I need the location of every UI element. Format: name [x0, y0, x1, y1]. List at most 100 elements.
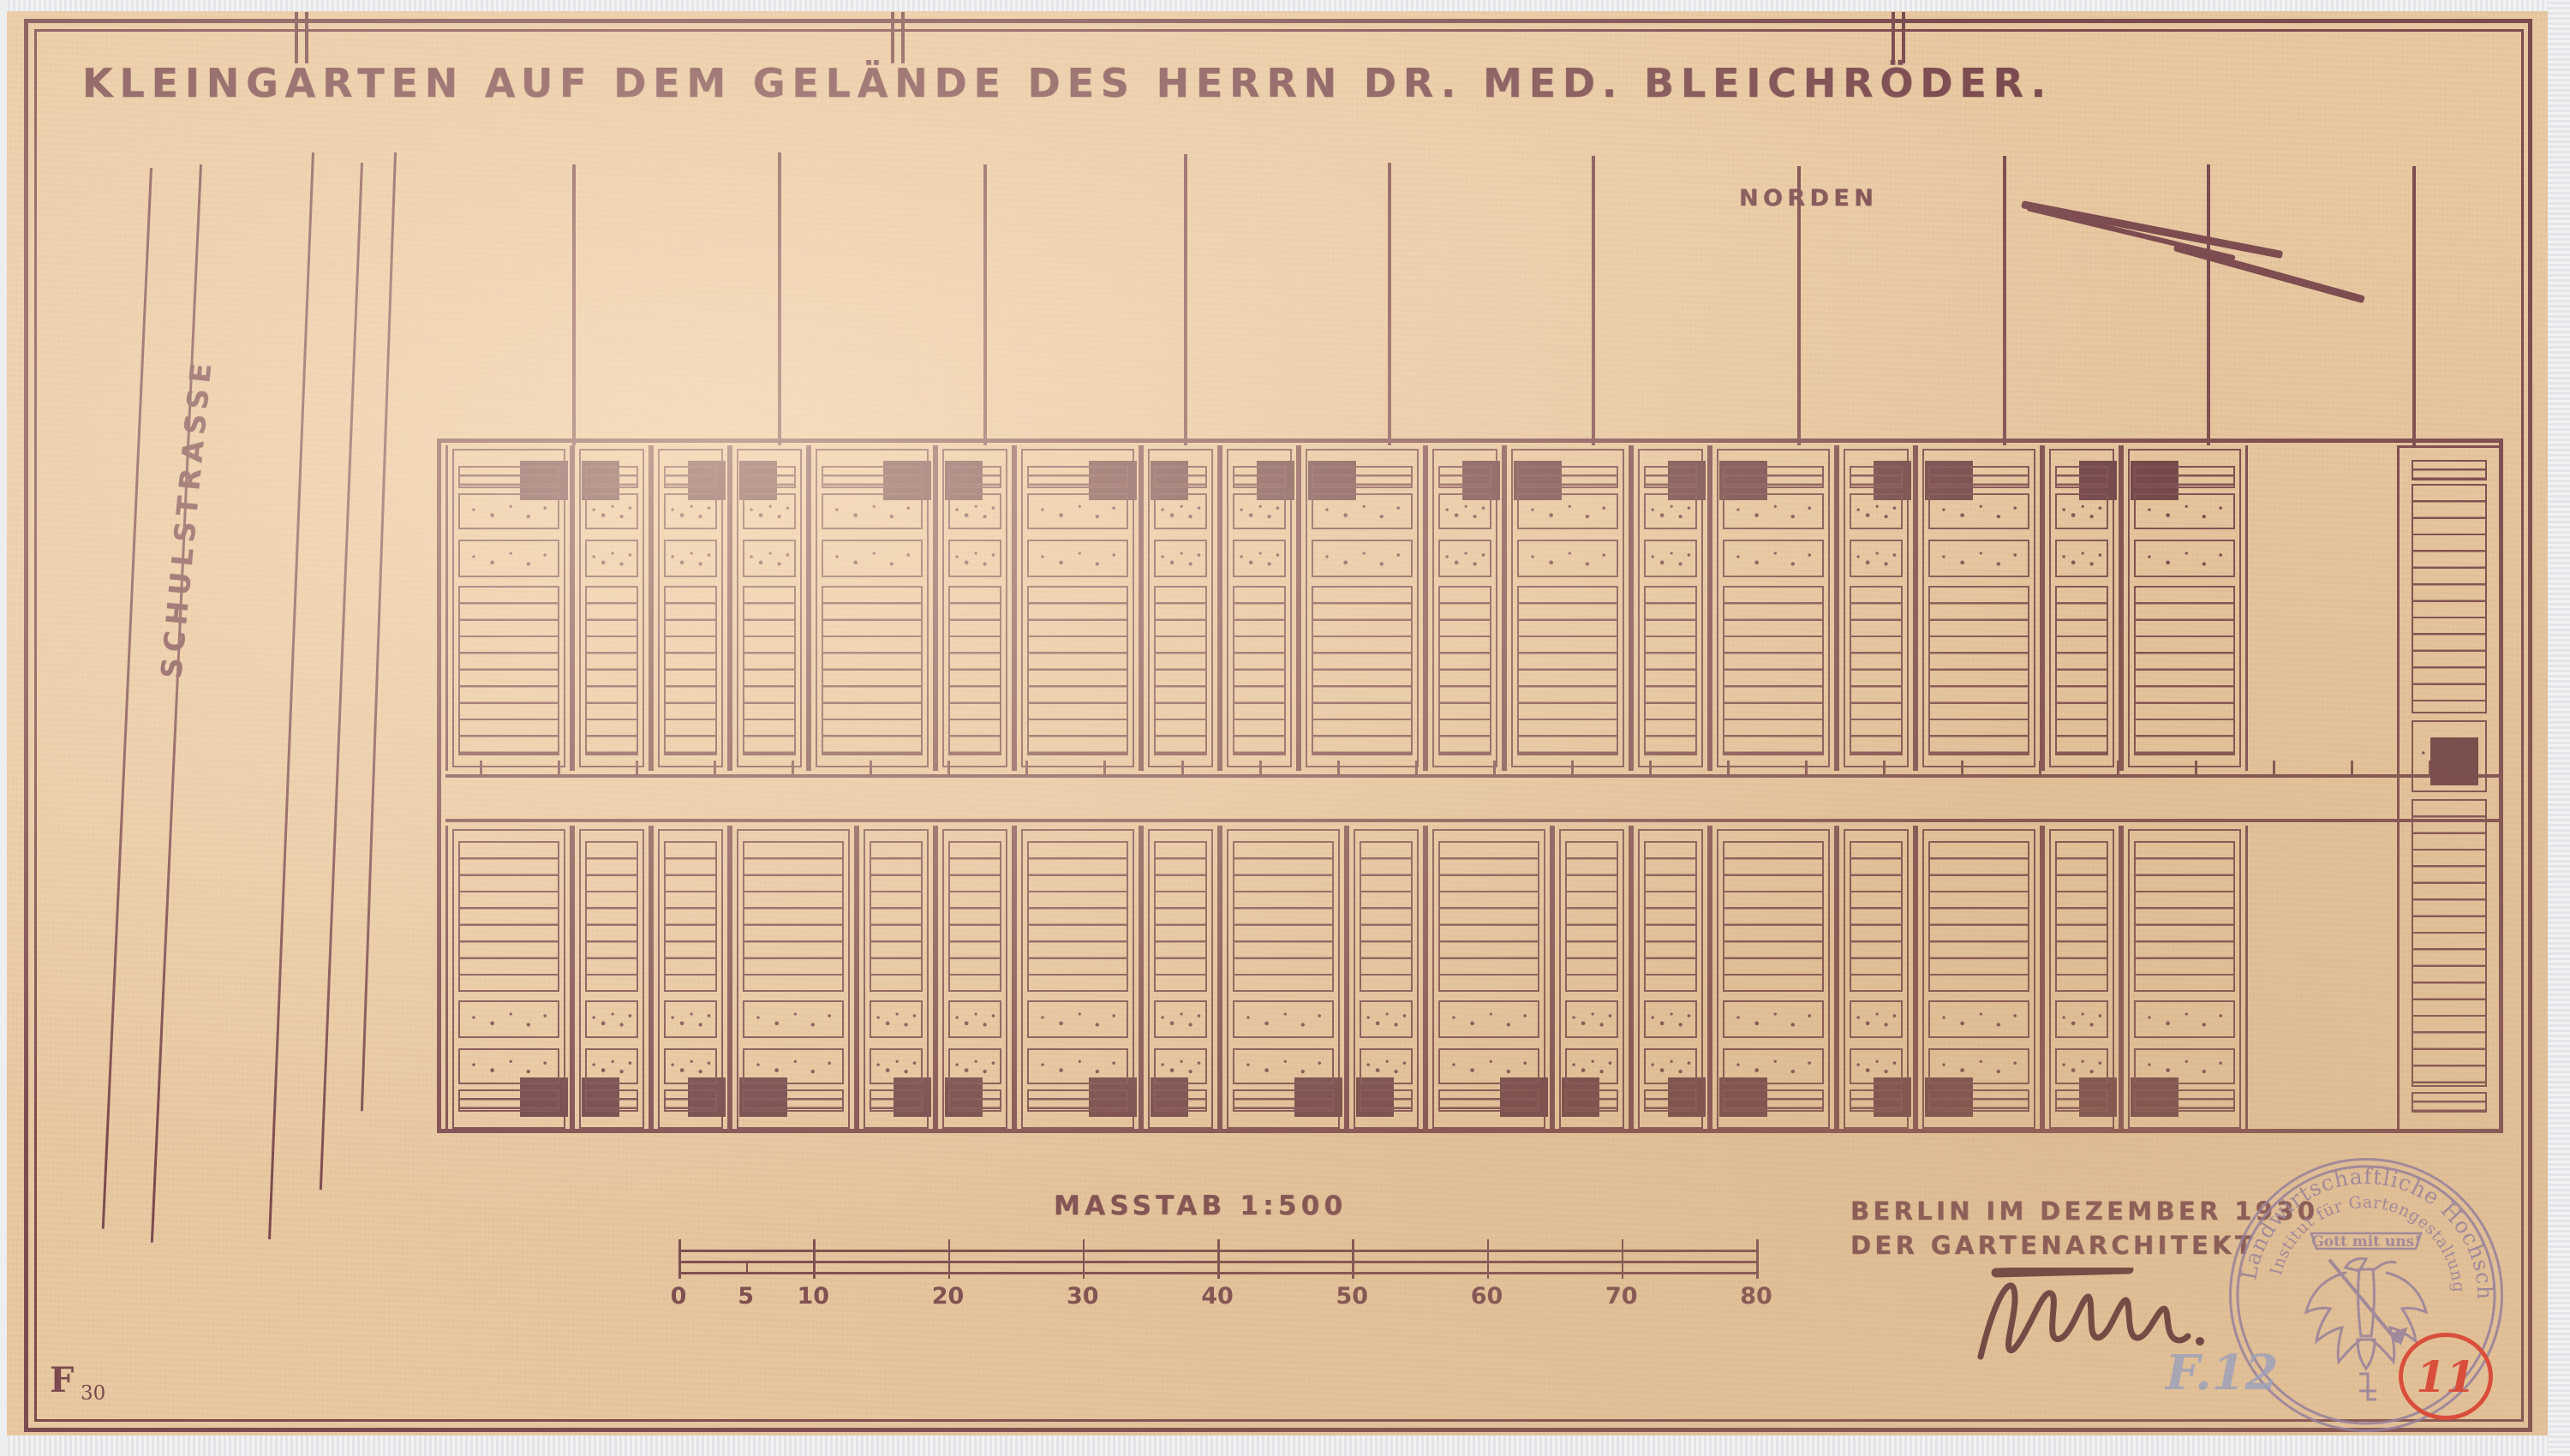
- street-line: [150, 164, 202, 1243]
- plot-bed-rows: [458, 841, 559, 992]
- plot-bed-dotted-lower: [1438, 1000, 1539, 1038]
- plot-bed-rows: [1438, 586, 1491, 755]
- plot-bed-strip: [1154, 466, 1207, 488]
- garden-plot: [445, 445, 572, 771]
- north-arrow-icon: [2021, 195, 2390, 307]
- plot-boundary-stem: [1184, 154, 1187, 445]
- path-tick: [2195, 761, 2197, 778]
- plot-bed-rows: [1565, 841, 1618, 992]
- plot-bed-dotted-upper: [1565, 1048, 1618, 1084]
- plot-outline: [579, 449, 644, 767]
- plot-outline: [1844, 829, 1909, 1129]
- plot-bed-strip: [2055, 466, 2108, 488]
- plot-outline: [1021, 449, 1134, 767]
- plot-bed-strip: [870, 1089, 923, 1112]
- plot-outline: [452, 829, 565, 1129]
- plot-bed-dotted-lower: [458, 540, 559, 577]
- garden-plot: [1141, 445, 1220, 771]
- scale-labels: 0 5 10 20 30 40 50 60 70 80: [651, 1283, 1790, 1317]
- plot-bed-rows: [1027, 586, 1128, 755]
- plot-bed-strip: [585, 1089, 638, 1112]
- plot-bed-strip: [2134, 466, 2235, 488]
- plot-bed-dotted-upper: [1154, 1048, 1207, 1084]
- plot-bed-strip: [1723, 1089, 1824, 1112]
- plot-bed-strip: [743, 1089, 844, 1112]
- scale-bar: [678, 1239, 1759, 1279]
- credit-role: DER GARTENARCHITEKT: [1850, 1231, 2256, 1261]
- plot-boundary-stem: [778, 152, 781, 445]
- plot-bed-rows: [2055, 841, 2108, 992]
- plot-boundary-stem: [2003, 156, 2006, 445]
- plot-bed-dotted-lower: [1233, 540, 1286, 577]
- path-tick: [1493, 761, 1496, 778]
- plot-bed-dotted-lower: [1850, 540, 1903, 577]
- plot-outline: [2049, 829, 2114, 1129]
- path-tick: [480, 761, 482, 778]
- plot-bed-dotted-lower: [1027, 1000, 1128, 1038]
- plot-bed-dotted-upper: [948, 493, 1001, 529]
- plot-bed-strip: [1928, 1089, 2029, 1112]
- path-tick: [1805, 761, 1808, 778]
- garden-plot: [2121, 826, 2248, 1132]
- garden-plot: [1014, 826, 1141, 1132]
- garden-plot: [1141, 826, 1220, 1132]
- credit-block: BERLIN IM DEZEMBER 1930 DER GARTENARCHIT…: [1850, 1194, 2318, 1262]
- plot-bed-rows: [743, 841, 844, 992]
- plot-bed-strip: [948, 466, 1001, 488]
- street-line: [319, 162, 363, 1190]
- plot-outline: [1354, 829, 1419, 1129]
- street-line: [101, 167, 152, 1229]
- scale-tick: [1621, 1239, 1624, 1279]
- plot-bed-strip: [2134, 1089, 2235, 1112]
- garden-plot: [1837, 826, 1916, 1132]
- path-tick: [1649, 761, 1652, 778]
- plot-outline: [1148, 449, 1213, 767]
- plot-outline: [1021, 829, 1134, 1129]
- path-tick: [714, 761, 716, 778]
- architect-signature: [1970, 1264, 2279, 1362]
- plot-bed-dotted-upper: [1360, 1048, 1413, 1084]
- plot-bed-rows: [948, 586, 1001, 755]
- plot-bed-rows: [1233, 841, 1334, 992]
- plot-bed-dotted-lower: [1723, 540, 1824, 577]
- stamp-graphic: Landwirtschaftliche Hochschule Berlin In…: [2229, 1158, 2496, 1425]
- end-plot-shed: [2430, 737, 2478, 785]
- plot-bed-dotted-upper: [870, 1048, 923, 1084]
- scale-tick: [1486, 1239, 1490, 1279]
- scale-tick: [813, 1239, 816, 1279]
- archive-number-badge: 11: [2399, 1333, 2493, 1420]
- plot-outline: [452, 449, 565, 767]
- plot-bed-rows: [743, 586, 796, 755]
- scale-label: 30: [1066, 1283, 1099, 1310]
- plot-bed-strip: [948, 1089, 1001, 1112]
- archive-number-text: 11: [2416, 1351, 2476, 1402]
- plot-bed-strip: [1644, 466, 1697, 488]
- svg-text:Gott mit uns!: Gott mit uns!: [2311, 1233, 2420, 1250]
- plot-bed-strip: [1154, 1089, 1207, 1112]
- plot-boundary-stem: [983, 164, 987, 445]
- plot-bed-dotted-lower: [1928, 540, 2029, 577]
- scale-label: 10: [797, 1283, 830, 1310]
- plot-bed-dotted-lower: [1154, 540, 1207, 577]
- garden-plot: [651, 826, 730, 1132]
- plot-bed-dotted-lower: [2134, 1000, 2235, 1038]
- plot-bed-dotted-upper: [2055, 493, 2108, 529]
- plot-bed-dotted-lower: [743, 1000, 844, 1038]
- frame-tick: [1892, 12, 1895, 63]
- plot-bed-dotted-lower: [948, 540, 1001, 577]
- plot-bed-dotted-lower: [1928, 1000, 2029, 1038]
- garden-plot: [1014, 445, 1141, 771]
- garden-plot: [1631, 445, 1710, 771]
- plot-bed-strip: [1644, 1089, 1697, 1112]
- corner-monogram: F 30: [50, 1360, 144, 1420]
- plot-bed-rows: [1644, 586, 1697, 755]
- path-tick: [2351, 761, 2353, 778]
- plot-bed-dotted-upper: [1928, 1048, 2029, 1084]
- plot-bed-rows: [2134, 586, 2235, 755]
- plot-bed-dotted-lower: [458, 1000, 559, 1038]
- plot-bed-rows: [1644, 841, 1697, 992]
- plot-bed-dotted-upper: [1233, 493, 1286, 529]
- garden-plot: [730, 445, 809, 771]
- plot-bed-strip: [1233, 466, 1286, 488]
- plot-bed-dotted-lower: [1154, 1000, 1207, 1038]
